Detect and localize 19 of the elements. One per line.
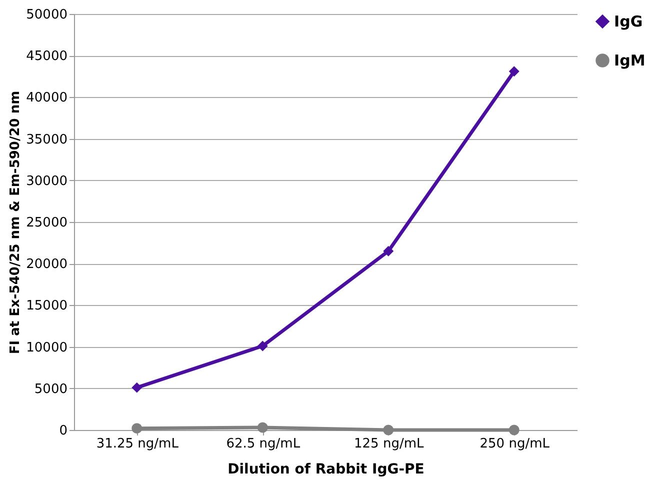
y-tick-label: 50000	[26, 8, 68, 22]
y-axis-title: FI at Ex-540/25 nm & Em-590/20 nm	[8, 90, 24, 354]
x-tick-label: 250 ng/mL	[480, 436, 550, 452]
legend-label: IgG	[614, 12, 643, 30]
y-tick-label: 20000	[26, 257, 68, 272]
y-tick-label: 5000	[34, 382, 68, 397]
y-tick-label: 25000	[26, 216, 68, 230]
y-tick-label: 45000	[26, 49, 68, 64]
x-axis-title: Dilution of Rabbit IgG-PE	[228, 462, 424, 478]
x-tick-label: 31.25 ng/mL	[96, 436, 180, 452]
y-tick-label: 15000	[26, 298, 68, 314]
y-tick-label: 0	[59, 424, 68, 438]
legend-label: IgM	[614, 52, 646, 70]
y-tick-label: 10000	[26, 340, 68, 356]
y-tick-label: 30000	[26, 174, 68, 189]
y-tick-label: 35000	[26, 132, 68, 148]
x-tick-label: 62.5 ng/mL	[226, 436, 301, 452]
y-tick-label: 40000	[26, 90, 68, 106]
x-tick-label: 125 ng/mL	[354, 436, 424, 452]
